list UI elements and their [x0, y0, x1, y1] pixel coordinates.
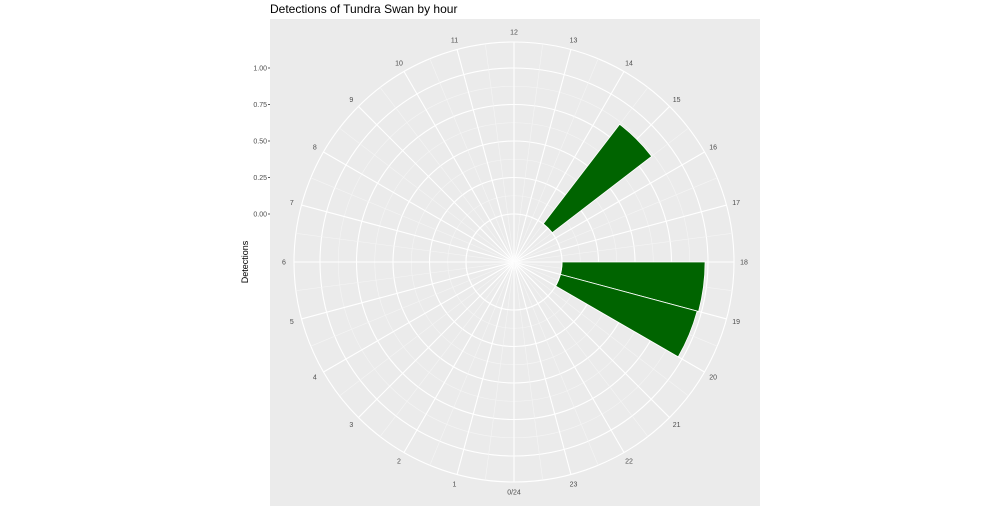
inner-spoke — [513, 261, 549, 297]
inner-minor-spoke — [513, 243, 559, 263]
inner-minor-spoke — [513, 214, 521, 263]
inner-spoke — [501, 215, 515, 263]
inner-minor-spoke — [475, 232, 515, 263]
inner-spoke — [513, 261, 556, 287]
inner-minor-spoke — [513, 261, 533, 307]
hour-label-11: 11 — [451, 37, 458, 44]
hour-label-16: 16 — [709, 145, 717, 152]
hour-label-20: 20 — [709, 375, 717, 382]
inner-spoke — [467, 261, 515, 275]
inner-minor-spoke — [513, 223, 544, 263]
inner-minor-spoke — [513, 261, 562, 269]
hour-label-21: 21 — [673, 422, 681, 429]
inner-minor-spoke — [513, 261, 559, 281]
hour-label-2: 2 — [397, 459, 401, 466]
hour-label-5: 5 — [290, 319, 294, 326]
inner-spoke — [513, 249, 561, 263]
hour-label-6: 6 — [282, 260, 286, 267]
inner-minor-spoke — [484, 223, 515, 263]
y-tick-label: 1.00 — [253, 66, 267, 73]
inner-spoke — [472, 237, 515, 263]
inner-minor-spoke — [469, 261, 515, 281]
hour-label-14: 14 — [625, 60, 633, 67]
inner-spoke — [489, 261, 515, 304]
y-tick-label: 0.00 — [253, 212, 267, 219]
zero-circle — [465, 213, 563, 311]
hour-label-22: 22 — [625, 459, 633, 466]
hour-label-18: 18 — [740, 260, 748, 267]
inner-minor-spoke — [466, 261, 515, 269]
hour-label-15: 15 — [673, 97, 681, 104]
hour-label-12: 12 — [510, 30, 518, 37]
chart-title: Detections of Tundra Swan by hour — [270, 2, 458, 16]
hour-label-13: 13 — [570, 37, 578, 44]
inner-spoke — [513, 261, 539, 304]
inner-minor-spoke — [513, 261, 521, 310]
y-axis-title: Detections — [240, 240, 250, 283]
inner-spoke — [513, 261, 527, 309]
hour-label-8: 8 — [313, 145, 317, 152]
hour-label-9: 9 — [349, 97, 353, 104]
inner-spoke — [467, 249, 515, 263]
inner-spoke — [501, 261, 515, 309]
inner-spoke — [479, 261, 515, 297]
hour-labels: 0/24123456789101112131415161718192021222… — [282, 30, 748, 497]
inner-minor-spoke — [507, 214, 515, 263]
inner-minor-spoke — [513, 261, 544, 301]
inner-spoke — [513, 237, 556, 263]
inner-minor-spoke — [495, 217, 515, 263]
y-tick-label: 0.25 — [253, 175, 267, 182]
hour-label-23: 23 — [570, 482, 578, 489]
inner-minor-spoke — [513, 255, 562, 263]
inner-minor-spoke — [484, 261, 515, 301]
inner-spoke — [513, 220, 539, 263]
inner-minor-spoke — [466, 255, 515, 263]
inner-spoke — [472, 261, 515, 287]
inner-spoke — [489, 220, 515, 263]
inner-spoke — [479, 227, 515, 263]
inner-minor-spoke — [513, 232, 553, 263]
y-axis-ticks: 0.00 0.25 0.50 0.75 1.00 — [253, 66, 270, 219]
inner-spoke — [513, 227, 549, 263]
bars — [465, 123, 706, 358]
hour-label-7: 7 — [290, 200, 294, 207]
inner-minor-spoke — [469, 243, 515, 263]
inner-spoke — [513, 261, 561, 275]
inner-minor-spoke — [507, 261, 515, 310]
hour-label-10: 10 — [395, 60, 403, 67]
y-tick-label: 0.50 — [253, 139, 267, 146]
hour-label-0: 0/24 — [507, 490, 521, 497]
hour-label-19: 19 — [732, 319, 740, 326]
inner-minor-spoke — [513, 261, 553, 292]
hour-label-4: 4 — [313, 375, 317, 382]
hour-label-3: 3 — [349, 422, 353, 429]
hour-label-17: 17 — [732, 200, 740, 207]
y-tick-label: 0.75 — [253, 102, 267, 109]
inner-minor-spoke — [513, 217, 533, 263]
inner-minor-spoke — [495, 261, 515, 307]
inner-spoke — [513, 215, 527, 263]
hour-label-1: 1 — [453, 482, 457, 489]
inner-minor-spoke — [475, 261, 515, 292]
